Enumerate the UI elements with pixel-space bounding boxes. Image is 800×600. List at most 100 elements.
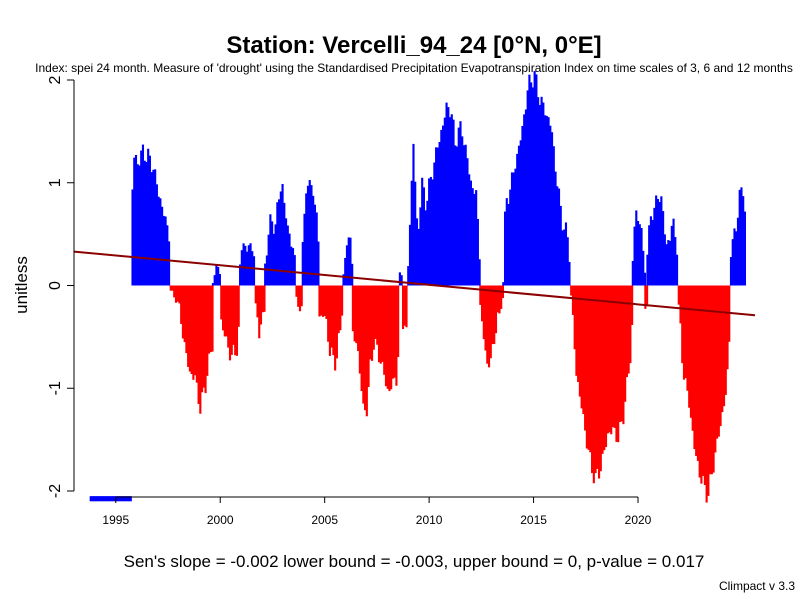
bar-73 [215,264,218,286]
bar-217 [461,136,464,286]
bar-323 [642,250,645,286]
bar-1 [91,496,94,502]
bar-356 [696,285,699,461]
x-tick-label: 2005 [311,513,338,527]
bar-113 [283,202,286,286]
bar-193 [419,207,422,286]
bar-243 [503,211,507,286]
bar-176 [390,285,393,390]
bar-238 [496,285,499,313]
bar-329 [649,216,652,286]
bar-279 [566,237,569,286]
bar-210 [448,117,452,286]
bar-37 [154,169,157,286]
bar-62 [197,285,200,404]
bar-167 [374,285,377,339]
bar-286 [578,285,581,397]
bar-268 [547,117,550,286]
bar-247 [510,172,514,286]
bar-203 [436,147,439,286]
bar-180 [397,285,400,358]
bar-135 [320,285,323,316]
bar-283 [573,285,576,350]
bar-225 [475,190,478,286]
bar-246 [509,189,512,286]
x-tick-label: 2020 [625,513,652,527]
bar-57 [188,285,191,372]
bar-269 [549,125,552,286]
bar-284 [575,285,578,376]
bar-87 [239,264,242,286]
bar-376 [731,239,734,286]
x-tick-label: 2010 [416,513,443,527]
bar-216 [459,121,462,286]
bar-256 [526,90,529,286]
bar-14 [114,496,117,502]
y-axis-label: unitless [12,256,31,314]
bar-179 [395,285,398,386]
bar-312 [624,285,627,402]
bar-259 [531,87,534,286]
bar-207 [443,117,446,286]
bar-353 [691,285,694,431]
bar-152 [349,237,352,286]
bar-370 [721,285,724,413]
bar-7 [101,496,104,502]
bar-105 [269,214,272,286]
bar-90 [244,245,247,286]
bar-24 [131,189,134,286]
bar-80 [227,285,230,348]
bar-149 [344,257,347,286]
bar-126 [305,193,308,286]
bar-25 [133,157,136,286]
bar-260 [533,71,536,286]
bar-341 [670,225,673,286]
y-tick-label: 1 [47,178,64,187]
bar-47 [171,285,174,291]
bar-306 [613,285,616,428]
bar-97 [256,285,259,318]
bar-313 [625,285,628,378]
bar-120 [295,285,298,297]
bar-148 [342,274,345,286]
bar-226 [476,218,479,286]
bar-98 [258,285,261,339]
bar-302 [606,285,609,434]
bar-65 [202,285,205,388]
bar-344 [675,254,679,286]
bar-164 [369,285,372,360]
bar-244 [505,198,508,286]
bar-220 [466,158,469,286]
bar-175 [388,285,391,392]
bar-346 [679,285,682,324]
bar-108 [274,224,277,286]
bar-52 [180,285,183,324]
bar-114 [284,218,288,286]
bar-99 [259,285,263,325]
bar-56 [187,285,190,367]
bar-158 [358,285,361,374]
bar-202 [435,147,438,286]
bar-16 [117,496,120,502]
bar-15 [115,496,118,502]
bar-377 [733,228,736,286]
bar-18 [121,496,124,502]
bar-271 [552,146,555,286]
bar-209 [447,107,450,286]
bar-277 [563,229,566,286]
bar-338 [665,244,668,286]
bar-44 [166,225,169,286]
bar-285 [577,285,580,383]
bar-131 [313,204,317,286]
bar-343 [674,237,677,286]
bar-161 [364,285,367,411]
bar-348 [682,285,686,380]
bar-50 [176,285,179,302]
bar-81 [228,285,232,361]
bar-322 [640,227,643,286]
bar-55 [185,285,188,354]
bar-292 [589,285,592,453]
bar-64 [201,285,204,393]
bar-218 [462,145,466,286]
bar-92 [247,245,250,286]
